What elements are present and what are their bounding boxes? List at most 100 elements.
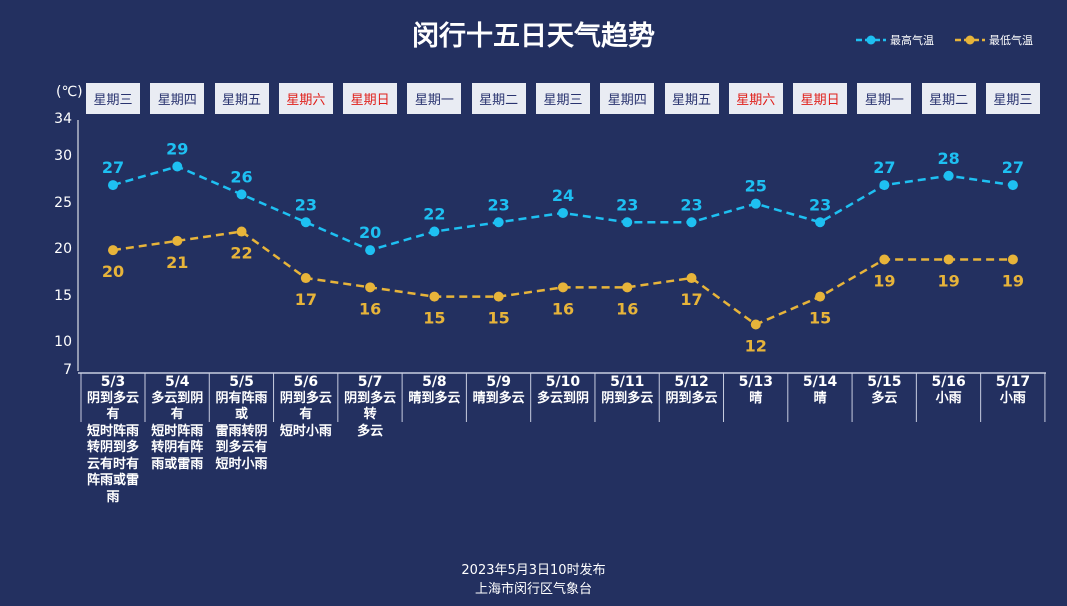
data-point[interactable]: [943, 254, 954, 265]
weather-text: 阴到多云: [665, 390, 718, 406]
data-point[interactable]: [815, 291, 826, 302]
day-column: 5/15 多云: [852, 374, 916, 407]
data-label: 20: [359, 223, 381, 242]
data-label: 22: [230, 244, 252, 263]
day-column: 5/9 晴到多云: [467, 374, 531, 407]
data-point[interactable]: [108, 245, 118, 256]
data-label: 23: [295, 195, 317, 214]
day-column: 5/8 晴到多云: [402, 374, 466, 407]
data-point[interactable]: [172, 235, 183, 246]
data-label: 27: [102, 158, 124, 177]
data-label: 23: [616, 195, 638, 214]
data-point[interactable]: [300, 273, 311, 284]
weekday-label: 星期一: [857, 83, 912, 114]
weekday-label: 星期三: [985, 83, 1040, 114]
data-point[interactable]: [429, 226, 440, 237]
date-label: 5/15: [867, 374, 902, 390]
data-point[interactable]: [365, 245, 376, 256]
y-tick-label: 30: [54, 148, 72, 165]
weather-text: 晴: [749, 390, 763, 406]
data-point[interactable]: [750, 198, 761, 209]
data-point[interactable]: [172, 161, 183, 172]
weekday-label: 星期二: [921, 83, 976, 114]
legend-low-label: 最低气温: [989, 34, 1033, 47]
weekday-label: 星期日: [793, 83, 848, 114]
data-point[interactable]: [750, 319, 761, 330]
data-point[interactable]: [686, 217, 697, 228]
day-column: 5/17 小雨: [981, 374, 1045, 407]
day-column: 5/12 阴到多云: [660, 374, 724, 407]
data-point[interactable]: [1007, 254, 1018, 265]
date-label: 5/14: [802, 374, 838, 390]
data-point[interactable]: [686, 273, 697, 284]
data-label: 21: [166, 253, 188, 272]
date-label: 5/8: [422, 374, 447, 390]
data-point[interactable]: [493, 291, 504, 302]
publish-time: 2023年5月3日10时发布: [461, 563, 606, 578]
weekday-label: 星期日: [343, 83, 398, 114]
data-point[interactable]: [879, 180, 890, 191]
data-point[interactable]: [943, 170, 954, 181]
data-point[interactable]: [365, 282, 376, 293]
date-label: 5/9: [486, 374, 511, 390]
data-point[interactable]: [236, 189, 247, 200]
day-column: 5/5 阴有阵雨或 雷雨转阴 到多云有 短时小雨: [210, 374, 274, 473]
y-tick-label: 34: [54, 111, 72, 127]
date-label: 5/17: [995, 374, 1031, 390]
legend-low[interactable]: 最低气温: [955, 32, 1033, 48]
data-point[interactable]: [622, 282, 633, 293]
data-point[interactable]: [1007, 180, 1018, 191]
date-label: 5/12: [674, 374, 709, 390]
weather-text: 阴到多云有 短时阵雨 转阴到多 云有时有 阵雨或雷雨: [86, 390, 139, 505]
data-label: 26: [230, 167, 252, 186]
weather-text: 小雨: [935, 390, 962, 406]
data-point[interactable]: [879, 254, 890, 265]
weekday-label: 星期三: [535, 83, 590, 114]
data-label: 28: [938, 149, 960, 168]
data-label: 15: [809, 309, 831, 328]
data-label: 16: [359, 299, 381, 318]
data-label: 15: [423, 309, 445, 328]
data-label: 17: [680, 290, 702, 309]
data-label: 20: [102, 262, 124, 281]
y-tick-label: 20: [54, 241, 72, 258]
y-tick-label: 15: [54, 287, 72, 304]
data-point[interactable]: [557, 282, 568, 293]
legend-high-icon: [856, 35, 886, 45]
day-column: 5/13 晴: [724, 374, 788, 407]
day-column: 5/11 阴到多云: [595, 374, 659, 407]
data-point[interactable]: [493, 217, 504, 228]
legend-low-icon: [955, 35, 985, 45]
data-label: 16: [552, 299, 574, 318]
weekday-label: 星期一: [407, 83, 462, 114]
weather-text: 晴到多云: [408, 390, 461, 406]
data-point[interactable]: [557, 207, 568, 218]
data-point[interactable]: [108, 180, 118, 191]
data-point[interactable]: [300, 217, 311, 228]
data-label: 16: [616, 299, 638, 318]
weather-text: 阴到多云转 多云: [344, 390, 397, 439]
y-axis-unit: (℃): [56, 84, 83, 100]
data-label: 23: [680, 195, 702, 214]
legend-high[interactable]: 最高气温: [856, 32, 934, 48]
date-label: 5/5: [229, 374, 254, 390]
data-label: 17: [295, 290, 317, 309]
date-label: 5/3: [100, 374, 126, 390]
weather-text: 阴到多云: [601, 390, 654, 406]
day-column: 5/7 阴到多云转 多云: [338, 374, 402, 440]
data-label: 27: [873, 158, 895, 177]
data-point[interactable]: [429, 291, 440, 302]
date-label: 5/10: [545, 374, 581, 390]
data-label: 27: [1002, 158, 1024, 177]
weekday-label: 星期五: [214, 83, 269, 114]
data-point[interactable]: [236, 226, 247, 237]
day-column: 5/16 小雨: [917, 374, 981, 407]
date-label: 5/7: [357, 374, 383, 390]
date-label: 5/6: [293, 374, 319, 390]
day-column: 5/14 晴: [788, 374, 852, 407]
data-point[interactable]: [815, 217, 826, 228]
day-column: 5/6 阴到多云有 短时小雨: [274, 374, 338, 440]
weekday-label: 星期六: [728, 83, 783, 114]
data-point[interactable]: [622, 217, 633, 228]
data-label: 19: [938, 271, 960, 290]
